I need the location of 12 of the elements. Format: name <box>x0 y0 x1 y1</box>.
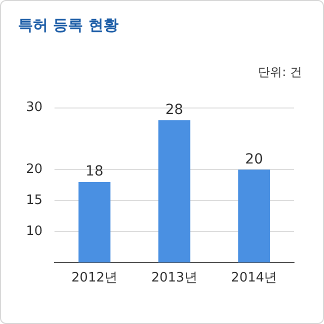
x-tick-label: 2013년 <box>151 270 198 286</box>
data-label: 18 <box>86 164 104 180</box>
y-tick-label: 20 <box>26 162 43 178</box>
text: 단위: 건 <box>258 64 302 81</box>
x-tick-label: 2014년 <box>231 270 278 286</box>
y-tick-label: 10 <box>26 224 43 239</box>
chart-title: 특허 등록 현황 <box>18 16 118 35</box>
data-label: 20 <box>245 151 264 168</box>
x-tick-label: 2012년 <box>71 270 118 286</box>
y-tick-label: 30 <box>26 100 43 116</box>
y-tick-label: 15 <box>26 192 43 208</box>
data-label: 28 <box>165 102 184 118</box>
